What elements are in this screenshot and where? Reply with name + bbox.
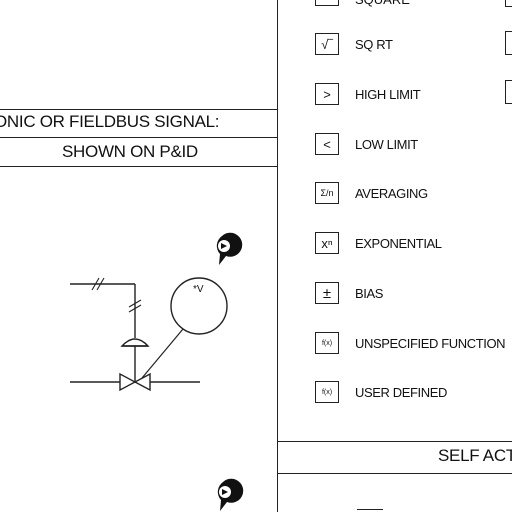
- list-item: ± BIAS: [315, 280, 383, 306]
- signal-hash-2: [96, 277, 105, 291]
- instrument-bubble-icon: [170, 277, 228, 335]
- valve-loop-diagram: [70, 232, 244, 511]
- side-box-2: [505, 80, 512, 104]
- function-label-top-partial: SQUARE: [355, 0, 410, 7]
- left-header-mid-rule: [0, 137, 278, 138]
- bias-symbol-icon: ±: [315, 282, 339, 304]
- side-box-0: [505, 0, 512, 7]
- signal-hash-3: [128, 299, 142, 308]
- function-label: AVERAGING: [355, 185, 428, 201]
- function-label: LOW LIMIT: [355, 136, 418, 152]
- function-box-top-partial: [315, 0, 339, 6]
- side-box-1: [505, 31, 512, 55]
- panel-divider: [277, 0, 278, 512]
- signal-type-header: ONIC OR FIELDBUS SIGNAL:: [0, 112, 220, 131]
- sqrt-symbol-icon: √‾: [315, 33, 339, 55]
- bubble-connector: [141, 328, 184, 379]
- exponential-symbol-icon: xⁿ: [315, 232, 339, 254]
- signal-hash-4: [128, 304, 142, 313]
- function-label: HIGH LIMIT: [355, 86, 421, 102]
- list-item: xⁿ EXPONENTIAL: [315, 230, 442, 256]
- location-pin-icon: [217, 478, 244, 511]
- list-item: > HIGH LIMIT: [315, 81, 421, 107]
- high-limit-symbol-icon: >: [315, 83, 339, 105]
- user-defined-symbol-icon: f(x): [315, 381, 339, 403]
- function-label: EXPONENTIAL: [355, 235, 442, 251]
- function-label: UNSPECIFIED FUNCTION: [355, 335, 506, 351]
- function-label: BIAS: [355, 285, 384, 301]
- list-item: f(x) USER DEFINED: [315, 379, 447, 405]
- shown-on-pid-header: SHOWN ON P&ID: [62, 142, 198, 161]
- unspecified-function-symbol-icon: f(x): [315, 332, 339, 354]
- function-label: USER DEFINED: [355, 384, 447, 400]
- self-actuated-header: SELF ACT: [438, 446, 512, 465]
- signal-hash-1: [91, 277, 100, 291]
- right-section-bottom-rule: [277, 473, 512, 474]
- location-pin-icon: [216, 232, 243, 265]
- function-label: SQ RT: [355, 36, 393, 52]
- list-item: Σ/n AVERAGING: [315, 180, 428, 206]
- left-header-bottom-rule: [0, 166, 278, 167]
- averaging-symbol-icon: Σ/n: [315, 182, 339, 204]
- actuator-dome: [120, 338, 150, 347]
- right-section-top-rule: [277, 441, 512, 442]
- list-item: < LOW LIMIT: [315, 131, 418, 157]
- list-item: √‾ SQ RT: [315, 31, 393, 57]
- list-item: f(x) UNSPECIFIED FUNCTION: [315, 330, 506, 356]
- low-limit-symbol-icon: <: [315, 133, 339, 155]
- instrument-bubble-label: *V: [193, 284, 204, 295]
- left-header-top-rule: [0, 109, 278, 110]
- self-actuated-symbol-partial-top: [357, 509, 383, 513]
